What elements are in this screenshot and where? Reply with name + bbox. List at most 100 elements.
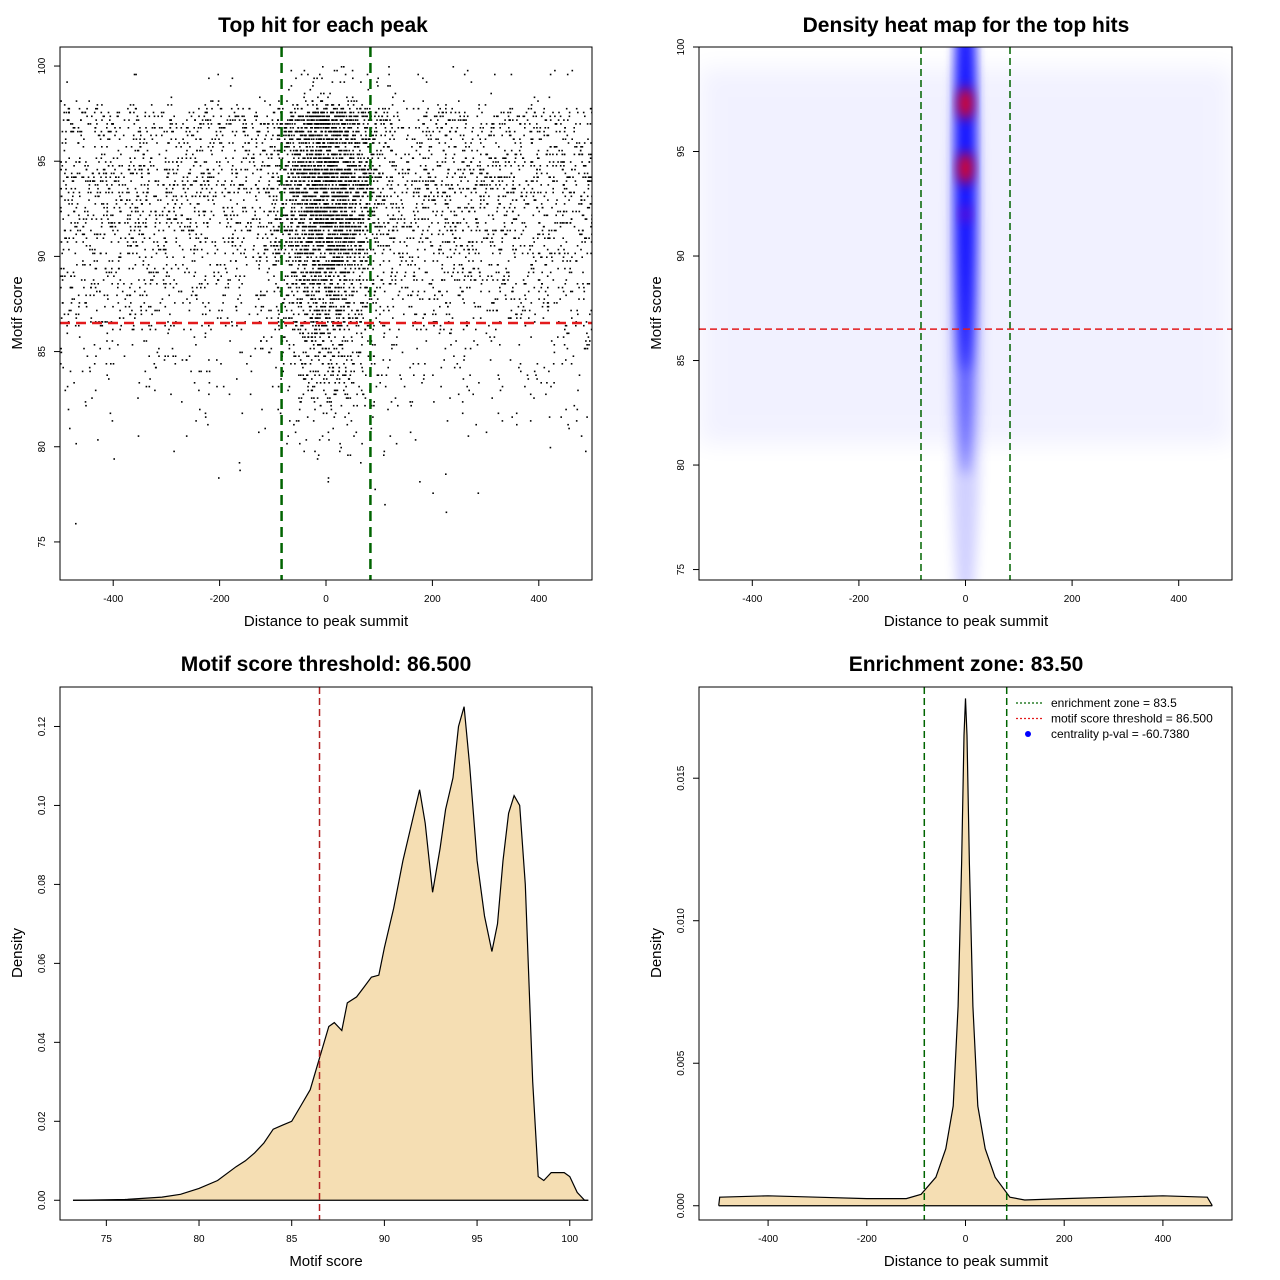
scatter-point: [468, 271, 470, 274]
scatter-point: [543, 195, 546, 198]
scatter-point: [582, 176, 584, 178]
scatter-point: [485, 153, 488, 156]
scatter-point: [296, 104, 299, 106]
scatter-point: [299, 442, 301, 445]
scatter-point: [319, 123, 321, 125]
scatter-point: [161, 127, 163, 129]
scatter-point: [306, 313, 309, 316]
scatter-point: [106, 123, 108, 125]
scatter-point: [129, 286, 131, 289]
scatter-point: [435, 138, 437, 140]
scatter-point: [69, 286, 72, 289]
scatter-point: [274, 328, 276, 331]
scatter-point: [521, 195, 523, 198]
scatter-point: [560, 161, 562, 163]
scatter-point: [366, 324, 369, 327]
scatter-point: [95, 157, 98, 159]
scatter-point: [260, 225, 262, 228]
scatter-point: [469, 374, 471, 376]
scatter-point: [513, 252, 516, 255]
scatter-point: [258, 130, 261, 133]
scatter-point: [275, 264, 277, 266]
scatter-point: [422, 180, 424, 182]
scatter-point: [512, 138, 515, 140]
scatter-point: [505, 214, 508, 217]
scatter-point: [320, 245, 323, 247]
scatter-point: [176, 161, 178, 163]
scatter-point: [176, 184, 179, 186]
scatter-point: [132, 134, 135, 137]
scatter-point: [231, 130, 234, 133]
scatter-point: [447, 222, 450, 224]
scatter-point: [536, 153, 538, 156]
scatter-point: [514, 256, 516, 258]
scatter-point: [313, 248, 316, 251]
scatter-point: [379, 195, 382, 198]
scatter-point: [96, 191, 99, 194]
scatter-point: [275, 260, 277, 262]
scatter-point: [549, 73, 552, 76]
scatter-point: [177, 157, 179, 159]
scatter-point: [413, 229, 415, 232]
scatter-point: [510, 165, 512, 167]
scatter-point: [206, 225, 209, 228]
scatter-point: [486, 172, 489, 175]
scatter-point: [109, 176, 112, 178]
scatter-point: [225, 123, 228, 125]
scatter-point: [153, 363, 156, 365]
scatter-point: [470, 191, 473, 194]
scatter-point: [480, 168, 482, 171]
scatter-point: [444, 191, 447, 194]
scatter-point: [83, 233, 86, 236]
scatter-point: [492, 309, 494, 312]
scatter-point: [566, 347, 569, 350]
scatter-point: [481, 111, 483, 114]
scatter-point: [364, 286, 367, 289]
scatter-point: [496, 298, 499, 300]
scatter-point: [163, 168, 166, 171]
scatter-point: [154, 210, 157, 213]
scatter-point: [356, 393, 358, 396]
scatter-point: [480, 260, 482, 262]
scatter-point: [142, 210, 144, 213]
scatter-point: [427, 157, 430, 159]
scatter-point: [279, 290, 282, 293]
scatter-point: [119, 279, 122, 281]
scatter-point: [267, 165, 269, 167]
scatter-point: [520, 195, 522, 198]
scatter-point: [565, 107, 568, 110]
scatter-point: [360, 332, 363, 335]
scatter-point: [292, 283, 295, 285]
scatter-point: [495, 161, 497, 163]
scatter-point: [275, 305, 278, 308]
scatter-point: [543, 130, 545, 133]
scatter-point: [535, 374, 537, 376]
scatter-point: [583, 324, 585, 327]
scatter-point: [134, 206, 137, 209]
scatter-point: [395, 206, 398, 209]
scatter-point: [111, 191, 114, 194]
scatter-point: [453, 146, 456, 148]
scatter-point: [331, 191, 333, 194]
scatter-point: [132, 172, 134, 175]
scatter-point: [537, 157, 539, 159]
scatter-point: [445, 184, 447, 186]
scatter-point: [518, 366, 520, 369]
scatter-point: [254, 214, 256, 217]
scatter-point: [299, 161, 302, 163]
scatter-point: [511, 222, 513, 224]
scatter-point: [315, 225, 317, 228]
scatter-point: [406, 180, 409, 182]
scatter-point: [165, 149, 168, 152]
scatter-point: [155, 214, 157, 217]
scatter-point: [299, 401, 301, 403]
scatter-point: [376, 233, 378, 236]
scatter-point: [285, 199, 288, 201]
scatter-point: [570, 290, 572, 293]
scatter-point: [590, 107, 592, 110]
scatter-point: [220, 363, 222, 365]
scatter-point: [530, 336, 532, 338]
scatter-point: [549, 237, 551, 239]
scatter-point: [217, 271, 220, 274]
scatter-point: [78, 161, 81, 163]
